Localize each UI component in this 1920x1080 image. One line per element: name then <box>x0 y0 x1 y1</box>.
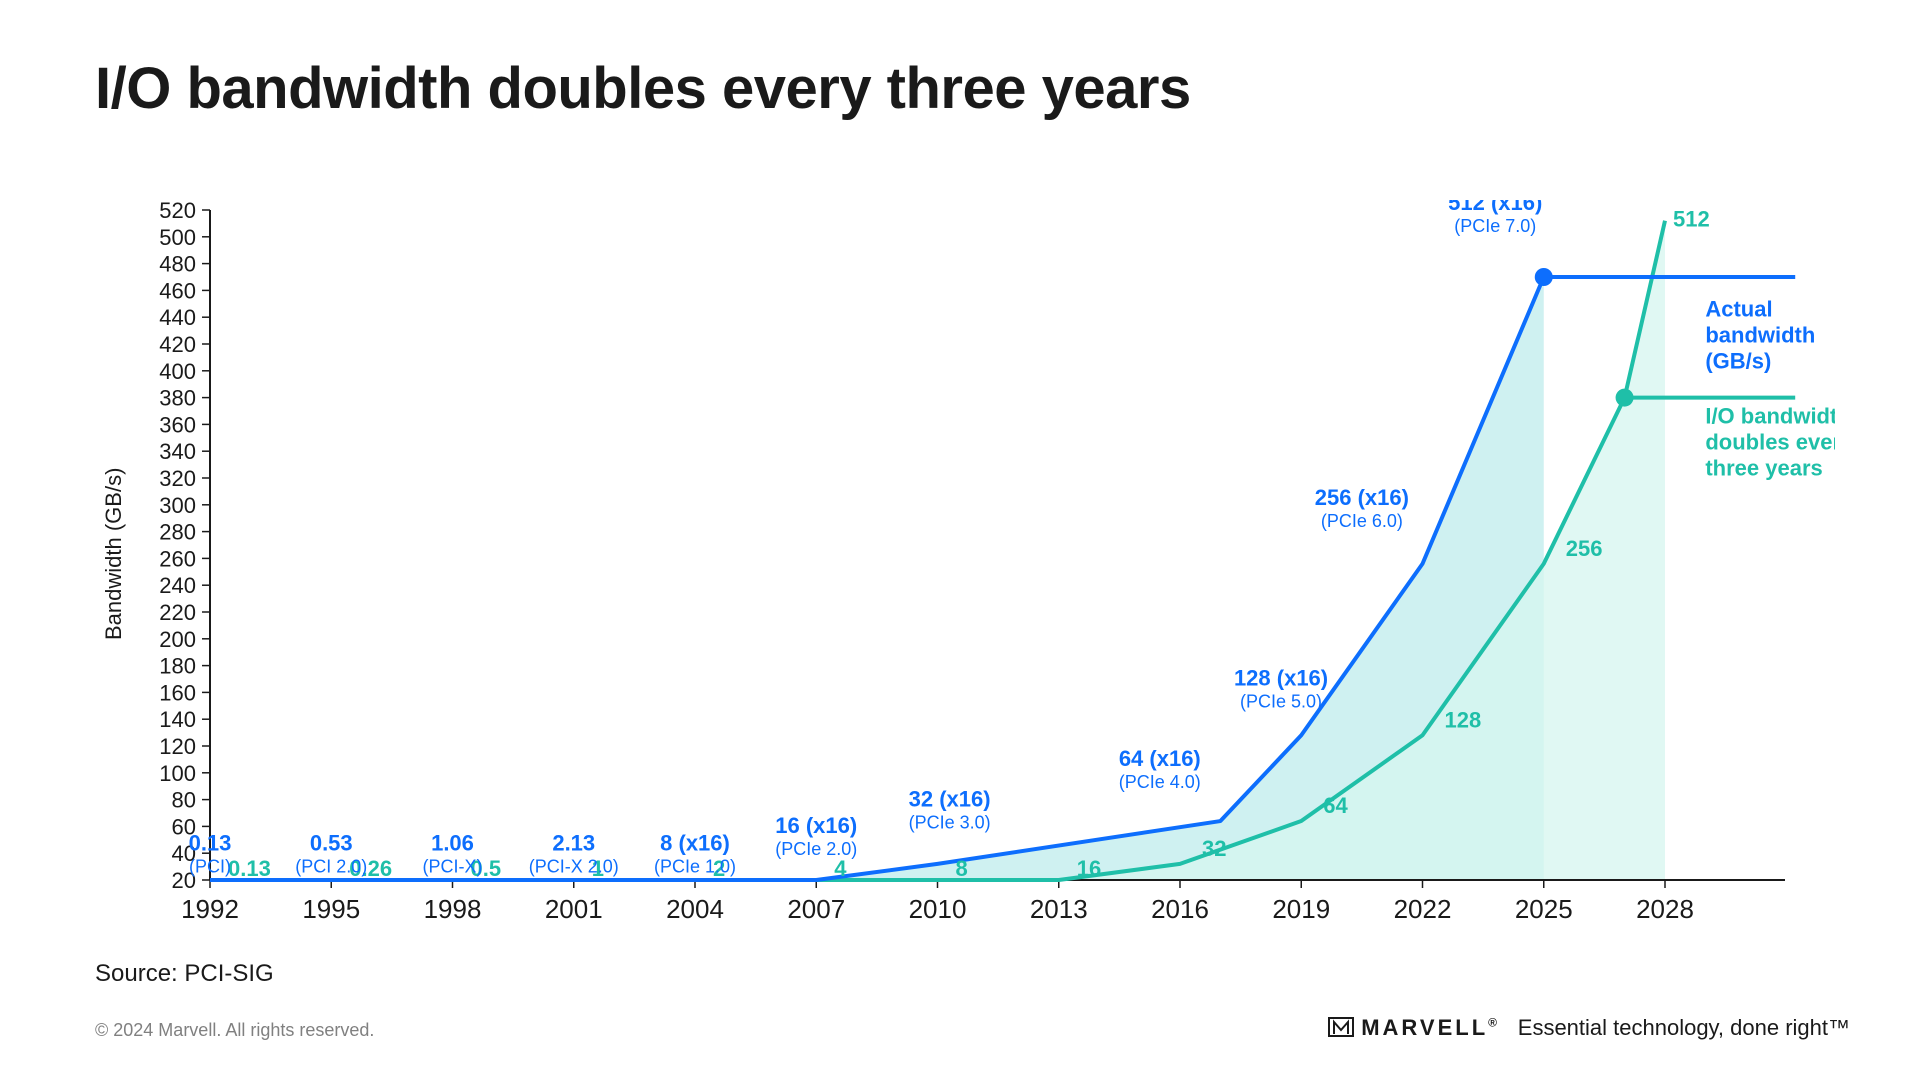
svg-text:2013: 2013 <box>1030 894 1088 924</box>
bandwidth-chart: Bandwidth (GB/s) 20406080100120140160180… <box>95 200 1835 940</box>
svg-text:440: 440 <box>159 305 196 330</box>
svg-text:32 (x16): 32 (x16) <box>909 786 991 811</box>
svg-text:bandwidth: bandwidth <box>1705 322 1815 347</box>
svg-text:32: 32 <box>1202 836 1226 861</box>
svg-text:0.13: 0.13 <box>189 831 232 856</box>
svg-text:(PCI-X 2.0): (PCI-X 2.0) <box>529 857 619 877</box>
svg-text:220: 220 <box>159 600 196 625</box>
svg-text:three years: three years <box>1705 456 1822 481</box>
svg-text:(PCIe 6.0): (PCIe 6.0) <box>1321 511 1403 531</box>
svg-text:420: 420 <box>159 332 196 357</box>
svg-text:2022: 2022 <box>1394 894 1452 924</box>
svg-text:280: 280 <box>159 520 196 545</box>
svg-text:0.53: 0.53 <box>310 831 353 856</box>
svg-text:8 (x16): 8 (x16) <box>660 831 730 856</box>
svg-text:320: 320 <box>159 466 196 491</box>
svg-text:2025: 2025 <box>1515 894 1573 924</box>
svg-text:100: 100 <box>159 761 196 786</box>
svg-text:400: 400 <box>159 359 196 384</box>
svg-text:2019: 2019 <box>1272 894 1330 924</box>
svg-text:512: 512 <box>1673 207 1710 232</box>
svg-text:1992: 1992 <box>181 894 239 924</box>
page-title: I/O bandwidth doubles every three years <box>95 55 1191 122</box>
svg-text:1.06: 1.06 <box>431 831 474 856</box>
svg-text:0.13: 0.13 <box>228 856 271 881</box>
svg-text:360: 360 <box>159 412 196 437</box>
svg-text:64: 64 <box>1323 793 1348 818</box>
svg-text:16: 16 <box>1077 856 1101 881</box>
svg-text:I/O bandwidth: I/O bandwidth <box>1705 404 1835 429</box>
svg-text:380: 380 <box>159 386 196 411</box>
svg-text:2010: 2010 <box>909 894 967 924</box>
svg-text:256 (x16): 256 (x16) <box>1315 485 1409 510</box>
source-text: Source: PCI-SIG <box>95 960 274 988</box>
svg-text:480: 480 <box>159 252 196 277</box>
copyright-text: © 2024 Marvell. All rights reserved. <box>95 1020 374 1041</box>
svg-text:(PCIe 3.0): (PCIe 3.0) <box>909 812 991 832</box>
svg-text:180: 180 <box>159 654 196 679</box>
svg-text:2001: 2001 <box>545 894 603 924</box>
svg-text:260: 260 <box>159 546 196 571</box>
svg-text:160: 160 <box>159 680 196 705</box>
svg-text:200: 200 <box>159 627 196 652</box>
svg-text:2016: 2016 <box>1151 894 1209 924</box>
svg-text:(PCI 2.0): (PCI 2.0) <box>295 857 367 877</box>
svg-text:doubles every: doubles every <box>1705 430 1835 455</box>
svg-text:(GB/s): (GB/s) <box>1705 348 1771 373</box>
svg-text:(PCIe 7.0): (PCIe 7.0) <box>1454 216 1536 236</box>
svg-text:8: 8 <box>956 856 968 881</box>
svg-text:520: 520 <box>159 200 196 223</box>
svg-text:80: 80 <box>172 788 196 813</box>
svg-text:(PCIe 2.0): (PCIe 2.0) <box>775 839 857 859</box>
svg-text:(PCI): (PCI) <box>189 857 231 877</box>
svg-text:1998: 1998 <box>424 894 482 924</box>
svg-text:120: 120 <box>159 734 196 759</box>
svg-text:2.13: 2.13 <box>552 831 595 856</box>
svg-text:(PCIe 5.0): (PCIe 5.0) <box>1240 692 1322 712</box>
y-axis-label: Bandwidth (GB/s) <box>101 468 127 640</box>
svg-text:4: 4 <box>834 856 847 881</box>
svg-text:300: 300 <box>159 493 196 518</box>
svg-text:2004: 2004 <box>666 894 724 924</box>
svg-text:128 (x16): 128 (x16) <box>1234 666 1328 691</box>
svg-text:Actual: Actual <box>1705 296 1772 321</box>
svg-text:2007: 2007 <box>787 894 845 924</box>
svg-text:340: 340 <box>159 439 196 464</box>
marvell-logo: MARVELL® <box>1327 1015 1500 1041</box>
svg-text:240: 240 <box>159 573 196 598</box>
svg-text:64 (x16): 64 (x16) <box>1119 746 1201 771</box>
svg-text:460: 460 <box>159 278 196 303</box>
svg-text:512 (x16): 512 (x16) <box>1448 200 1542 215</box>
svg-text:(PCIe 1.0): (PCIe 1.0) <box>654 857 736 877</box>
svg-text:140: 140 <box>159 707 196 732</box>
chart-svg: 2040608010012014016018020022024026028030… <box>95 200 1835 940</box>
svg-text:128: 128 <box>1445 707 1482 732</box>
svg-text:500: 500 <box>159 225 196 250</box>
svg-text:2028: 2028 <box>1636 894 1694 924</box>
svg-text:(PCIe 4.0): (PCIe 4.0) <box>1119 772 1201 792</box>
svg-text:(PCI-X): (PCI-X) <box>423 857 483 877</box>
svg-text:16 (x16): 16 (x16) <box>775 813 857 838</box>
svg-text:1995: 1995 <box>302 894 360 924</box>
svg-text:256: 256 <box>1566 536 1603 561</box>
tagline-text: Essential technology, done right™ <box>1518 1015 1850 1041</box>
